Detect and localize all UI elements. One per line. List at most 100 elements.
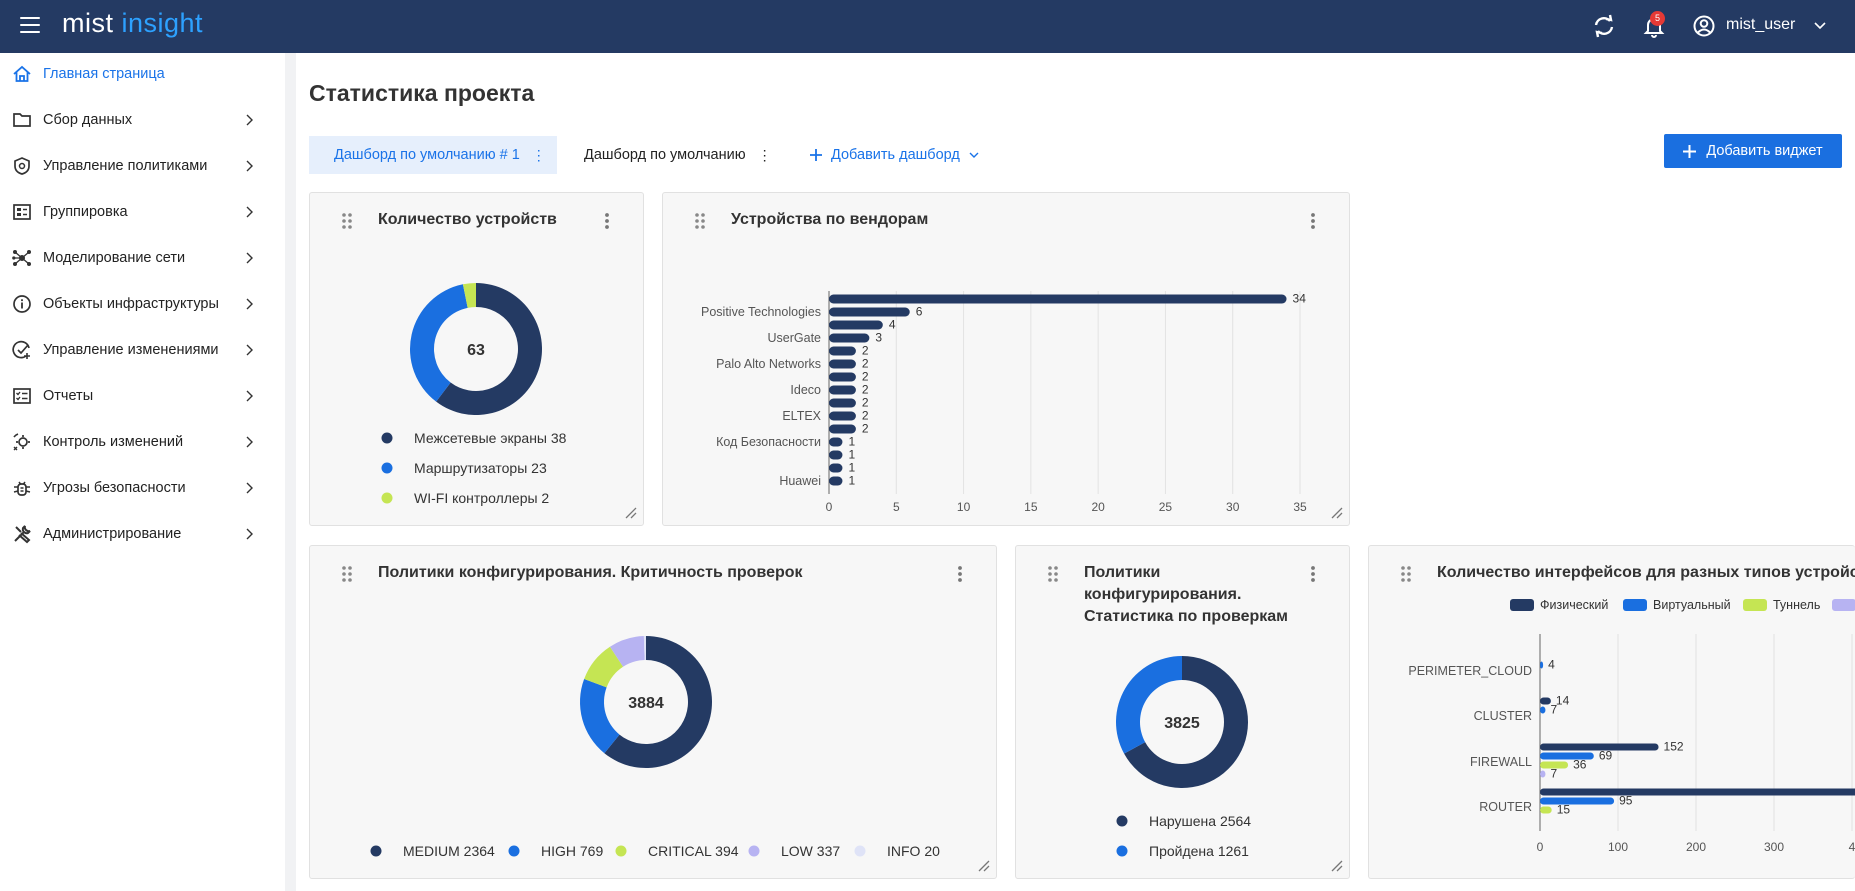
bar-value-label: 1 xyxy=(848,474,855,488)
logo-mist: mist xyxy=(62,8,114,38)
info-icon xyxy=(13,295,31,313)
y-tick-label: Ideco xyxy=(790,383,821,397)
widget-menu-icon[interactable] xyxy=(1310,212,1316,230)
donut-chart: 3884 MEDIUM 2364 HIGH 769 CRITICAL 394 LOW 3… xyxy=(370,636,940,859)
drag-handle-icon[interactable] xyxy=(1047,565,1059,583)
bar xyxy=(829,476,843,486)
legend-dot xyxy=(1116,815,1128,827)
chevron-right-icon xyxy=(246,390,253,402)
x-tick-label: 300 xyxy=(1764,840,1784,854)
chevron-right-icon xyxy=(246,206,253,218)
refresh-icon[interactable] xyxy=(1591,13,1617,39)
notification-badge: 5 xyxy=(1650,11,1665,26)
sidebar-item-reports[interactable]: Отчеты xyxy=(0,376,270,416)
sidebar-item-grouping[interactable]: Группировка xyxy=(0,192,270,232)
legend-label: HIGH 769 xyxy=(541,843,603,859)
sidebar-item-label: Управление изменениями xyxy=(43,342,219,358)
sidebar-item-security-threats[interactable]: Угрозы безопасности xyxy=(0,468,270,508)
bar xyxy=(1540,770,1546,778)
bar xyxy=(829,320,883,330)
sidebar-item-label: Администрирование xyxy=(43,526,182,542)
widget-menu-icon[interactable] xyxy=(604,212,610,230)
tab-menu-icon[interactable]: ⋮ xyxy=(531,146,546,163)
app-logo[interactable]: mist insight xyxy=(62,8,203,39)
bar xyxy=(829,294,1287,304)
widget-title: Количество устройств xyxy=(378,211,557,228)
resize-handle-icon[interactable] xyxy=(625,507,637,519)
control-icon xyxy=(13,433,30,451)
bar-value-label: 1 xyxy=(848,435,855,449)
legend-label: Туннель xyxy=(1773,598,1820,612)
donut-slice xyxy=(643,636,646,661)
sidebar-item-administration[interactable]: Администрирование xyxy=(0,514,270,554)
sidebar-item-change-control[interactable]: Контроль изменений xyxy=(0,422,270,462)
chevron-down-icon[interactable] xyxy=(1813,16,1827,36)
bar-value-label: 152 xyxy=(1664,740,1684,754)
donut-slice xyxy=(584,646,624,688)
chevron-right-icon xyxy=(246,160,253,172)
chevron-right-icon xyxy=(246,252,253,264)
widget-menu-icon[interactable] xyxy=(957,565,963,583)
legend-swatch xyxy=(1510,599,1534,611)
drag-handle-icon[interactable] xyxy=(1400,565,1412,583)
sidebar-item-home[interactable]: Главная страница xyxy=(0,54,270,94)
widget-title: Политики конфигурирования. Критичность п… xyxy=(378,564,803,581)
resize-handle-icon[interactable] xyxy=(1331,507,1343,519)
x-tick-label: 30 xyxy=(1226,500,1240,514)
sidebar-divider xyxy=(285,53,296,891)
drag-handle-icon[interactable] xyxy=(341,212,353,230)
legend-label: Физический xyxy=(1540,598,1608,612)
widget-interfaces-by-type: Количество интерфейсов для разных типов … xyxy=(1368,545,1855,879)
drag-handle-icon[interactable] xyxy=(341,565,353,583)
widget-menu-icon[interactable] xyxy=(1310,565,1316,583)
user-avatar-icon[interactable] xyxy=(1691,13,1717,39)
menu-icon[interactable] xyxy=(20,17,40,33)
sidebar-item-data-collection[interactable]: Сбор данных xyxy=(0,100,270,140)
y-tick-label: CLUSTER xyxy=(1474,709,1532,723)
username[interactable]: mist_user xyxy=(1726,16,1796,33)
legend-swatch xyxy=(1743,599,1767,611)
y-tick-label: Huawei xyxy=(779,474,821,488)
bar xyxy=(1540,788,1855,796)
tab-default-dashboard-1[interactable]: Дашборд по умолчанию # 1 ⋮ xyxy=(309,136,557,174)
add-dashboard-button[interactable]: Добавить дашборд xyxy=(810,136,980,174)
add-widget-button[interactable]: Добавить виджет xyxy=(1664,134,1842,168)
tab-label: Дашборд по умолчанию xyxy=(584,147,746,163)
sidebar-item-infrastructure[interactable]: Объекты инфраструктуры xyxy=(0,284,270,324)
legend-label: CRITICAL 394 xyxy=(648,843,739,859)
widget-policy-criticality: Политики конфигурирования. Критичность п… xyxy=(309,545,997,879)
change-icon xyxy=(12,340,30,359)
donut-slice xyxy=(436,283,542,415)
bar xyxy=(1540,706,1546,714)
donut-slice xyxy=(410,284,468,402)
bar-value-label: 2 xyxy=(862,396,869,410)
sidebar-item-label: Группировка xyxy=(43,204,128,220)
bar xyxy=(829,346,856,356)
bar xyxy=(1540,797,1615,805)
sidebar-item-network-modeling[interactable]: Моделирование сети xyxy=(0,238,270,278)
sidebar-item-change-management[interactable]: Управление изменениями xyxy=(0,330,270,370)
legend-label: Нарушена 2564 xyxy=(1149,813,1251,829)
legend-dot xyxy=(370,845,382,857)
bar-value-label: 7 xyxy=(1550,703,1557,717)
resize-handle-icon[interactable] xyxy=(978,860,990,872)
sidebar-item-label: Сбор данных xyxy=(43,112,133,128)
bar-value-label: 36 xyxy=(1573,758,1587,772)
bar xyxy=(829,385,856,395)
resize-handle-icon[interactable] xyxy=(1331,860,1343,872)
bar xyxy=(829,463,843,473)
legend-label: Виртуальный xyxy=(1653,598,1731,612)
widget-device-count: Количество устройств 63 Межсетевые экраны… xyxy=(309,192,644,526)
sidebar-item-label: Моделирование сети xyxy=(43,250,186,266)
sidebar-item-policies[interactable]: Управление политиками xyxy=(0,146,270,186)
tab-default-dashboard[interactable]: Дашборд по умолчанию ⋮ xyxy=(584,136,772,174)
drag-handle-icon[interactable] xyxy=(694,212,706,230)
legend-dot xyxy=(1116,845,1128,857)
bar xyxy=(829,450,843,460)
bug-icon xyxy=(13,481,31,496)
bar xyxy=(1540,661,1544,669)
legend-dot xyxy=(854,845,866,857)
tab-menu-icon[interactable]: ⋮ xyxy=(757,146,772,163)
add-widget-label: Добавить виджет xyxy=(1706,143,1823,159)
bar xyxy=(829,398,856,408)
